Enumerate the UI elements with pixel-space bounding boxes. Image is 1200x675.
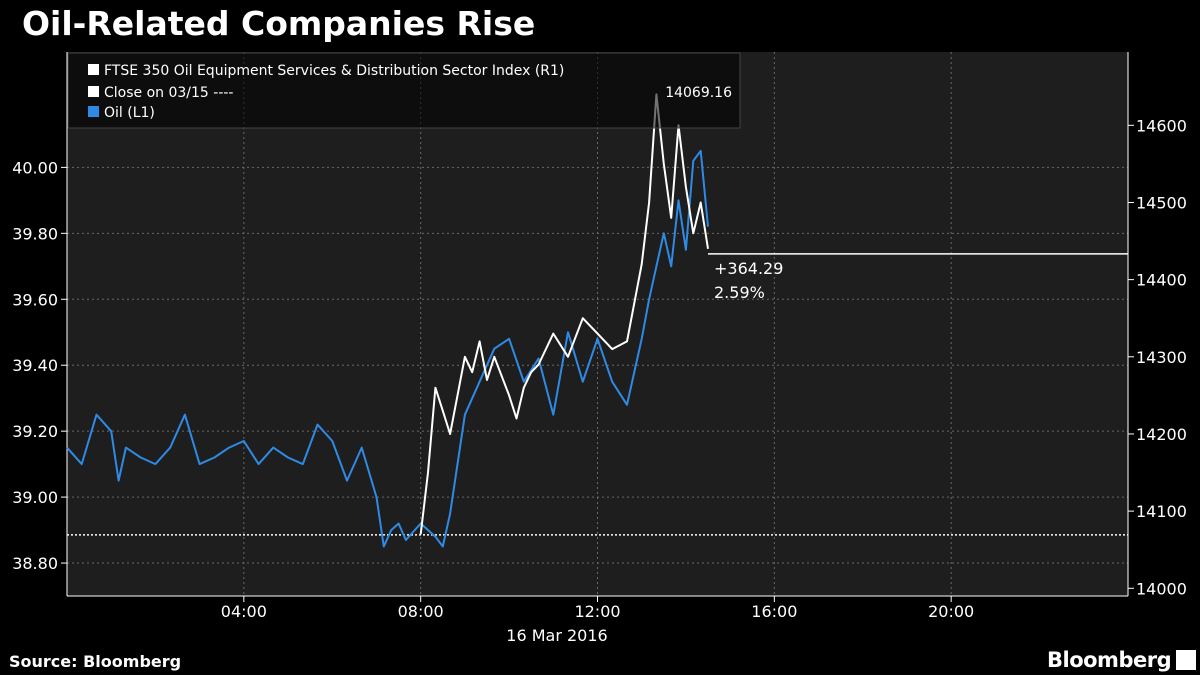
- legend-label-close: Close on 03/15 ----: [104, 85, 233, 101]
- bloomberg-terminal-icon: [1176, 650, 1196, 670]
- index-series-line: [419, 93, 709, 535]
- x-tick-label: 12:00: [574, 602, 620, 621]
- grid: [67, 52, 1128, 596]
- y-right-tick-label: 14300: [1136, 348, 1187, 367]
- brand-logo: Bloomberg: [1047, 648, 1172, 672]
- y-right-tick-label: 14200: [1136, 425, 1187, 444]
- y-left-tick-label: 40.00: [12, 158, 58, 177]
- axes: [61, 52, 1134, 602]
- y-right-tick-label: 14000: [1136, 579, 1187, 598]
- y-left-tick-label: 39.60: [12, 290, 58, 309]
- chart-title: Oil-Related Companies Rise: [22, 4, 536, 43]
- y-right-tick-label: 14600: [1136, 116, 1187, 135]
- annotation-change: +364.29: [714, 259, 783, 278]
- x-tick-label: 20:00: [928, 602, 974, 621]
- y-left-tick-label: 38.80: [12, 554, 58, 573]
- oil-series-line: [66, 149, 709, 548]
- legend-swatch-close: [88, 86, 99, 97]
- x-tick-label: 08:00: [398, 602, 444, 621]
- y-left-tick-label: 39.40: [12, 356, 58, 375]
- legend-label-index: FTSE 350 Oil Equipment Services & Distri…: [104, 63, 564, 79]
- legend-swatch-oil: [88, 106, 99, 117]
- y-left-tick-label: 39.80: [12, 224, 58, 243]
- legend: FTSE 350 Oil Equipment Services & Distri…: [67, 52, 741, 129]
- legend-value-index: 14069.16: [665, 85, 732, 101]
- y-left-tick-label: 39.00: [12, 488, 58, 507]
- legend-swatch-index: [88, 64, 99, 75]
- x-date-label: 16 Mar 2016: [506, 626, 607, 645]
- series: [66, 93, 1128, 548]
- x-tick-label: 16:00: [751, 602, 797, 621]
- y-left-tick-label: 39.20: [12, 422, 58, 441]
- y-right-tick-label: 14100: [1136, 502, 1187, 521]
- x-tick-label: 04:00: [221, 602, 267, 621]
- legend-box: [67, 52, 741, 129]
- annotation-change-pct: 2.59%: [714, 283, 765, 302]
- y-right-tick-label: 14400: [1136, 271, 1187, 290]
- y-right-tick-label: 14500: [1136, 193, 1187, 212]
- source-label: Source: Bloomberg: [9, 652, 182, 671]
- ticks: 04:00 08:00 12:00 16:00 20:00 38.80 39.00 39.20…: [12, 116, 1187, 621]
- legend-label-oil: Oil (L1): [104, 105, 155, 121]
- chart: 04:00 08:00 12:00 16:00 20:00 38.80 39.00 39.20…: [12, 52, 1187, 645]
